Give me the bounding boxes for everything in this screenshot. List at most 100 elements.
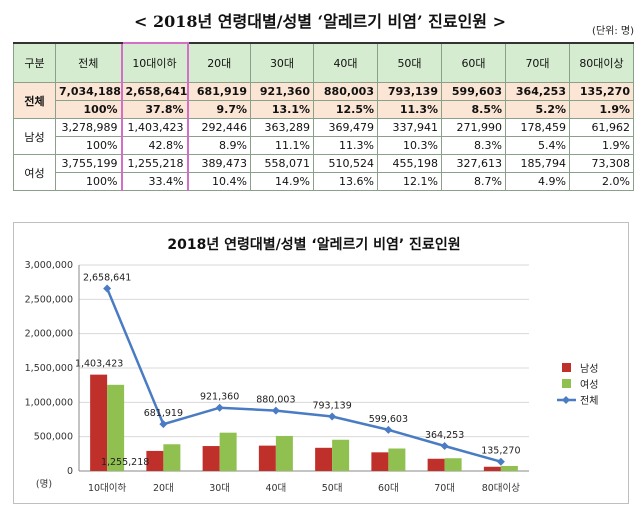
- bar-female: [500, 465, 518, 471]
- x-tick-label: 30대: [209, 483, 230, 494]
- total-point-marker: [215, 403, 224, 412]
- table-cell: 11.3%: [313, 136, 378, 155]
- total-series-line: [105, 287, 502, 463]
- unit-note: (단위: 명): [592, 26, 634, 37]
- table-row: 전체 7,034,188 2,658,641 681,919 921,360 8…: [13, 82, 634, 119]
- table-cell: 33.4%: [120, 172, 189, 191]
- table-cell: 12.5%: [313, 100, 378, 119]
- col-header: 구분: [13, 42, 56, 83]
- table-cell: 5.2%: [505, 100, 570, 119]
- bar-female: [388, 448, 406, 471]
- table-row: 100% 33.4% 10.4% 14.9% 13.6% 12.1% 8.7% …: [14, 172, 634, 191]
- table-cell: 880,003: [313, 82, 378, 101]
- bar-female: [275, 435, 293, 471]
- bar-female: [444, 458, 462, 471]
- y-axis-unit: (명): [36, 479, 52, 490]
- table-cell: 10.4%: [187, 172, 251, 191]
- bar-male: [146, 450, 164, 471]
- bar-male: [371, 452, 389, 471]
- x-tick-label: 20대: [153, 483, 174, 494]
- table-cell: 337,941: [377, 118, 442, 137]
- table-cell: 271,990: [441, 118, 506, 137]
- total-point-marker: [328, 412, 337, 421]
- table-cell: 37.8%: [120, 100, 189, 119]
- legend-swatch: [562, 379, 571, 388]
- table-cell: 1.9%: [569, 100, 634, 119]
- col-header: 30대: [250, 42, 314, 83]
- data-label: 793,139: [312, 401, 351, 412]
- data-label: 364,253: [425, 430, 464, 441]
- total-line: [103, 284, 505, 466]
- bar-male: [483, 466, 501, 471]
- table-cell: 599,603: [441, 82, 506, 101]
- bar-male: [258, 445, 276, 471]
- table-cell: 793,139: [377, 82, 442, 101]
- bar-male: [315, 447, 333, 471]
- table-cell: 7,034,188: [55, 82, 122, 101]
- col-header: 50대: [377, 42, 442, 83]
- table-cell: 292,446: [187, 118, 251, 137]
- table-cell: 11.3%: [377, 100, 442, 119]
- col-header: 80대이상: [569, 42, 634, 83]
- table-cell: 369,479: [313, 118, 378, 137]
- table-cell: 100%: [55, 136, 122, 155]
- combo-chart: 2018년 연령대별/성별 ‘알레르기 비염’ 진료인원 1,403,4231,…: [25, 236, 599, 494]
- row-group-label: 전체: [13, 82, 56, 119]
- data-label: 599,603: [369, 414, 408, 425]
- data-label: 2,658,641: [83, 272, 131, 283]
- table-cell: 9.7%: [187, 100, 251, 119]
- table-cell: 364,253: [505, 82, 570, 101]
- x-tick-label: 40대: [265, 483, 286, 494]
- y-tick-label: 3,000,000: [25, 260, 73, 271]
- table-cell: 185,794: [505, 154, 570, 173]
- table-cell: 3,755,199: [55, 154, 122, 173]
- legend-label: 전체: [580, 395, 598, 407]
- axes: 0 500,000 1,000,000 1,500,000 2,000,000 2,500…: [25, 260, 521, 494]
- col-header: 60대: [441, 42, 506, 83]
- table-cell: 327,613: [441, 154, 506, 173]
- table-cell: 8.5%: [441, 100, 506, 119]
- row-group-label: 남성: [13, 118, 56, 155]
- col-header: 10대이하: [120, 42, 189, 83]
- row-group-label: 여성: [13, 154, 56, 191]
- table-cell: 389,473: [187, 154, 251, 173]
- y-tick-label: 2,000,000: [25, 329, 73, 340]
- table-row: 100% 42.8% 8.9% 11.1% 11.3% 10.3% 8.3% 5…: [14, 136, 634, 155]
- col-header: 20대: [187, 42, 251, 83]
- data-label: 880,003: [256, 395, 295, 406]
- table-cell: 510,524: [313, 154, 378, 173]
- total-point-marker: [384, 425, 393, 434]
- x-tick-label: 50대: [322, 483, 343, 494]
- data-label: 135,270: [481, 446, 520, 457]
- x-tick-label: 10대이하: [88, 482, 127, 494]
- table-cell: 11.1%: [250, 136, 314, 155]
- col-header: 40대: [313, 42, 378, 83]
- data-label: 681,919: [144, 408, 183, 419]
- legend-swatch: [562, 363, 571, 372]
- col-header: 전체: [55, 42, 122, 83]
- x-tick-label: 70대: [434, 483, 455, 494]
- table-cell: 178,459: [505, 118, 570, 137]
- bar-male: [427, 458, 445, 471]
- bar-male: [90, 374, 108, 471]
- table-cell: 2,658,641: [120, 82, 189, 101]
- table-cell: 8.9%: [187, 136, 251, 155]
- y-tick-label: 0: [67, 466, 73, 477]
- col-header: 70대: [505, 42, 570, 83]
- table-cell: 2.0%: [569, 172, 634, 191]
- page-title: < 2018년 연령대별/성별 ‘알레르기 비염’ 진료인원 >: [134, 12, 506, 31]
- table-cell: 8.3%: [441, 136, 506, 155]
- data-label: 921,360: [200, 392, 239, 403]
- table-cell: 100%: [55, 172, 122, 191]
- table-cell: 61,962: [569, 118, 634, 137]
- chart-panel: 2018년 연령대별/성별 ‘알레르기 비염’ 진료인원 1,403,423 1,…: [13, 222, 629, 504]
- table-cell: 100%: [55, 100, 122, 119]
- table-cell: 363,289: [250, 118, 314, 137]
- total-point-marker: [103, 284, 112, 293]
- x-tick-label: 60대: [378, 483, 399, 494]
- table-cell: 13.1%: [250, 100, 314, 119]
- total-point-marker: [159, 420, 168, 429]
- table-cell: 1.9%: [569, 136, 634, 155]
- table-row: 남성 3,278,989 1,403,423 292,446 363,289 3…: [13, 118, 634, 155]
